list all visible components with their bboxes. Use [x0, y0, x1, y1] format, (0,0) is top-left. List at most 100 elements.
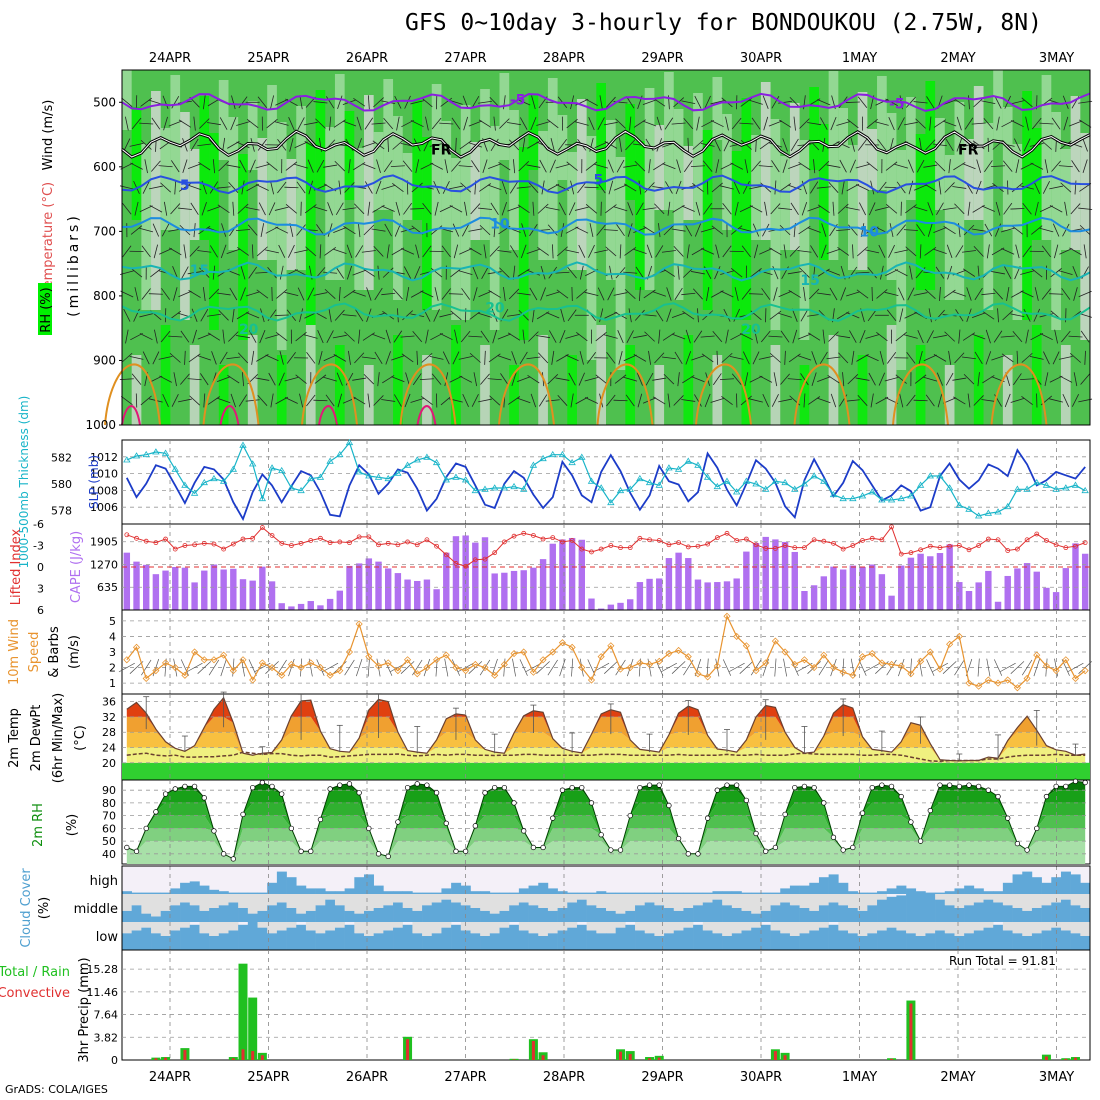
wind-barb — [714, 266, 721, 280]
wind-barb — [845, 399, 860, 402]
cloud-cell — [867, 892, 878, 894]
rh-shade-cell — [547, 78, 558, 260]
lifted-marker — [898, 551, 904, 557]
cloud-cell — [606, 910, 616, 922]
rh-shade-cell — [944, 365, 955, 425]
wind-barb — [163, 201, 168, 216]
warm-contour — [202, 363, 260, 426]
wind-barb — [139, 122, 154, 125]
rh-shade-cell — [867, 129, 878, 190]
cloud-cell — [499, 910, 510, 922]
cloud-cell — [209, 889, 220, 894]
wind-barb — [1043, 351, 1050, 365]
precip-convective-bar — [628, 1054, 632, 1060]
wind-barb — [974, 287, 983, 301]
wind-barb — [140, 139, 152, 150]
wind-barb — [701, 248, 715, 255]
wind-barb — [1062, 223, 1070, 237]
wind-barb — [139, 227, 154, 233]
rh2m-marker — [1053, 783, 1059, 790]
wind-barb — [228, 331, 239, 342]
wind-barb — [497, 333, 512, 340]
precip-convective-bar — [783, 1055, 787, 1060]
cloud-cell — [983, 899, 994, 922]
wind-barb — [469, 352, 481, 363]
cape-bar — [133, 561, 140, 610]
wind-barb — [306, 352, 316, 364]
wind-barb — [943, 289, 956, 299]
wind-barb — [236, 335, 250, 339]
cloud-cell — [276, 871, 287, 894]
thickness-marker — [461, 476, 470, 483]
lifted-marker — [879, 537, 885, 543]
wind-barb — [121, 97, 133, 108]
rh-shade-cell — [218, 80, 229, 160]
wind-barb — [478, 398, 492, 403]
cloud-gap-cell — [276, 894, 287, 903]
wind-barb — [1034, 287, 1039, 301]
cloud-cell — [867, 933, 878, 950]
surface-wind-barb — [1010, 661, 1025, 674]
rh-shade-cell — [935, 118, 945, 210]
cloud-cell — [615, 927, 626, 950]
cloud-gap-cell — [838, 894, 849, 906]
date-label-top: 29APR — [641, 51, 683, 66]
rh-shade-cell — [567, 152, 577, 270]
thickness-marker — [1033, 478, 1041, 486]
wind-barb — [394, 95, 402, 109]
wind-barb — [577, 181, 587, 194]
wind-barb — [190, 202, 199, 215]
wind-barb — [171, 96, 180, 109]
wind-barb — [357, 223, 361, 238]
cloud-cell — [915, 891, 926, 894]
lifted-marker — [327, 540, 333, 546]
rh-shade-cell — [915, 134, 926, 290]
wind-barb — [472, 266, 479, 280]
cape-bar — [849, 565, 857, 610]
cloud-cell — [286, 908, 297, 922]
wind-barb — [865, 354, 879, 362]
surface-wind-barb — [519, 659, 528, 676]
surface-wind-barb — [660, 662, 677, 673]
cape-bar — [172, 567, 179, 610]
wind-barb — [338, 286, 341, 301]
thickness-marker — [355, 468, 363, 475]
wind-barb — [275, 98, 289, 106]
cape-bar — [288, 606, 295, 610]
wind-barb — [1004, 393, 1011, 408]
wind-barb — [237, 246, 249, 256]
wind-barb — [276, 289, 288, 299]
date-label-top: 1MAY — [842, 51, 877, 66]
wind-barb — [1071, 160, 1080, 173]
thickness-marker — [762, 485, 770, 492]
cloud-cell — [383, 905, 394, 922]
cloud-row-label: high — [90, 874, 118, 889]
thickness-marker — [200, 478, 208, 486]
rh-shade-cell — [518, 147, 529, 340]
surface-wind-barb — [918, 658, 923, 677]
wind-barb — [690, 165, 705, 168]
rh-shade-cell — [673, 109, 684, 300]
wind-barb — [730, 162, 744, 170]
wind-barb — [866, 118, 878, 129]
wind-barb — [933, 248, 947, 254]
cape-bar — [181, 567, 189, 610]
wind-barb — [187, 163, 202, 170]
wind-barb — [875, 121, 889, 126]
wind-barb — [991, 355, 1005, 361]
cape-bar — [820, 576, 827, 610]
rh-shade-cell — [780, 156, 790, 250]
lifted-marker — [947, 543, 953, 549]
thickness-marker — [703, 473, 712, 480]
cloud-cell — [1022, 936, 1033, 950]
wind-barb — [238, 96, 248, 109]
wind-barb — [751, 160, 761, 172]
lifted-marker — [753, 542, 759, 548]
rh2m-marker — [133, 848, 140, 854]
cloud-cell — [586, 892, 597, 894]
wind-barb — [857, 246, 869, 257]
rh-shade-cell — [354, 148, 364, 290]
cloud-cell — [606, 933, 616, 950]
lifted-marker — [414, 542, 420, 548]
cloud-cell — [518, 930, 529, 950]
